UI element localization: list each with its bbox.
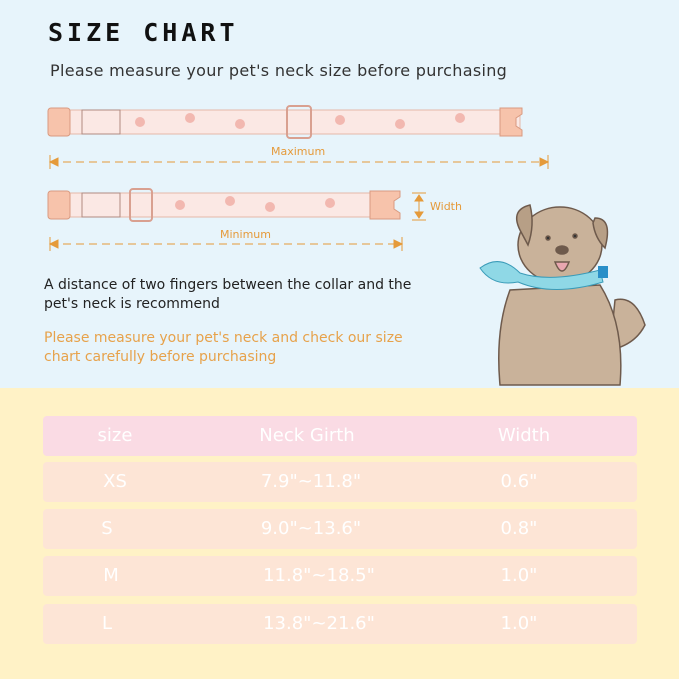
neck-girth-cell: 13.8"~21.6" — [263, 613, 375, 634]
size-cell: S — [101, 518, 113, 539]
neck-girth-cell: 11.8"~18.5" — [263, 565, 375, 586]
table-row: S 9.0"~13.6" 0.8" — [43, 509, 637, 549]
header-width: Width — [497, 425, 551, 446]
minimum-label: Minimum — [220, 228, 271, 241]
measure-warning: Please measure your pet's neck and check… — [44, 330, 403, 365]
width-arrow — [412, 192, 426, 221]
width-cell: 1.0" — [500, 613, 538, 634]
fit-note: A distance of two fingers between the co… — [44, 277, 412, 312]
collar-maximum — [47, 105, 523, 139]
width-cell: 0.8" — [500, 518, 538, 539]
neck-girth-cell: 7.9"~11.8" — [260, 471, 362, 492]
header-neck-girth: Neck Girth — [259, 425, 355, 446]
dog-illustration — [498, 204, 646, 386]
width-cell: 1.0" — [500, 565, 538, 586]
table-row: L 13.8"~21.6" 1.0" — [43, 604, 637, 644]
width-cell: 0.6" — [500, 471, 538, 492]
size-cell: L — [101, 613, 113, 634]
header-size: size — [97, 425, 133, 446]
table-row: XS 7.9"~11.8" 0.6" — [43, 462, 637, 502]
measuring-tape-icon — [479, 261, 608, 290]
neck-girth-cell: 9.0"~13.6" — [260, 518, 362, 539]
collar-minimum — [47, 188, 401, 222]
size-cell: M — [103, 565, 119, 586]
maximum-label: Maximum — [271, 145, 326, 158]
table-row: M 11.8"~18.5" 1.0" — [43, 556, 637, 596]
table-header: size Neck Girth Width — [43, 416, 637, 456]
size-cell: XS — [103, 471, 127, 492]
maximum-arrow — [48, 155, 550, 169]
subtitle: Please measure your pet's neck size befo… — [50, 61, 508, 80]
page-title: SIZE CHART — [48, 18, 239, 47]
width-label: Width — [430, 200, 462, 213]
collar-diagram — [47, 105, 646, 386]
minimum-arrow — [48, 237, 404, 251]
